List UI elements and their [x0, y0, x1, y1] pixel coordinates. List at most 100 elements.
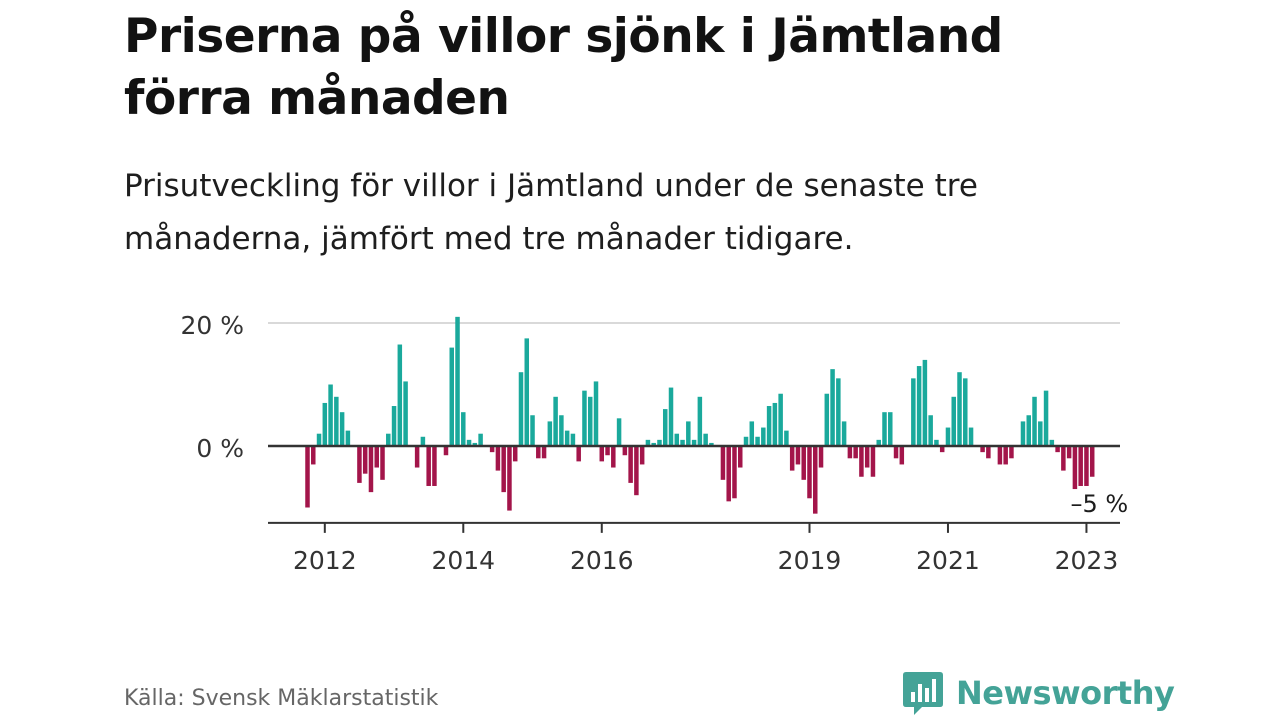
x-tick-label: 2014	[431, 546, 495, 575]
bar	[524, 338, 530, 447]
y-tick-label: 20 %	[180, 311, 244, 340]
end-value-label: –5 %	[1071, 490, 1129, 518]
bar	[639, 446, 645, 465]
bar	[662, 409, 668, 446]
bar	[957, 372, 962, 446]
bar	[495, 446, 501, 471]
x-tick-label: 2012	[293, 546, 357, 575]
bar	[657, 439, 662, 446]
bar	[853, 446, 858, 459]
source-note: Källa: Svensk Mäklarstatistik	[124, 686, 439, 711]
bar	[466, 439, 472, 446]
bar	[507, 446, 512, 511]
bar	[541, 446, 547, 459]
bar	[328, 384, 333, 446]
bar	[634, 446, 639, 496]
bar	[449, 347, 454, 446]
bar	[795, 446, 801, 465]
bar	[311, 446, 316, 465]
x-tick-label: 2021	[916, 546, 980, 575]
bar	[818, 446, 824, 468]
bar	[1072, 446, 1078, 490]
bar	[911, 378, 916, 446]
bar	[686, 421, 691, 446]
bar	[761, 427, 766, 446]
bar	[789, 446, 795, 471]
bar	[813, 446, 818, 514]
bar	[939, 446, 945, 453]
bar	[847, 446, 853, 459]
bar	[1066, 446, 1072, 459]
bar	[888, 412, 893, 447]
bar	[1061, 446, 1066, 471]
bar	[536, 446, 541, 459]
bar	[697, 396, 703, 446]
bar	[305, 446, 310, 508]
bar	[732, 446, 737, 499]
bar	[374, 446, 379, 468]
x-tick-label: 2016	[570, 546, 634, 575]
bar	[674, 433, 680, 446]
bar	[1003, 446, 1008, 465]
bar	[893, 446, 899, 459]
bar	[443, 446, 449, 456]
x-tick-label: 2019	[778, 546, 842, 575]
bar	[357, 446, 362, 483]
bar	[668, 387, 674, 446]
bar	[1084, 446, 1089, 486]
newsworthy-logo-icon	[903, 672, 943, 715]
bar	[380, 446, 385, 480]
bar	[824, 393, 830, 447]
bar	[334, 396, 339, 446]
bar	[772, 402, 778, 446]
bar	[420, 436, 426, 446]
bar	[403, 381, 408, 447]
bar	[1089, 446, 1095, 477]
bar	[691, 439, 697, 446]
bar	[899, 446, 905, 465]
bar	[1026, 415, 1031, 446]
bar	[916, 366, 922, 446]
bar	[628, 446, 633, 483]
bar	[570, 433, 576, 446]
bar	[518, 372, 524, 446]
bars-layer	[305, 316, 1095, 514]
bar	[1043, 390, 1049, 446]
bar	[778, 393, 783, 447]
bar	[611, 446, 616, 468]
bar	[801, 446, 806, 480]
bar	[397, 344, 403, 446]
bar	[1049, 439, 1055, 446]
bar	[968, 427, 974, 446]
bar	[461, 412, 466, 447]
bar	[478, 433, 483, 446]
bar	[928, 415, 933, 446]
bar	[830, 369, 835, 447]
bar	[316, 433, 322, 446]
chart-title: Priserna på villor sjönk i Jämtland förr…	[124, 9, 1003, 126]
label-layer: 0 % 20 % 2012 2014 2016 2019 2021 2023 –5 %	[180, 311, 1128, 575]
bar	[472, 442, 478, 447]
bar	[841, 421, 847, 446]
bar	[386, 433, 391, 446]
brand-name: Newsworthy	[956, 674, 1175, 712]
bar	[576, 446, 581, 462]
chart-subtitle: Prisutveckling för villor i Jämtland und…	[124, 168, 978, 257]
bar	[726, 446, 731, 502]
bar	[720, 446, 726, 480]
bar	[593, 381, 599, 447]
bar	[859, 446, 864, 477]
bar	[501, 446, 506, 493]
bar	[455, 316, 460, 446]
x-tick-label: 2023	[1055, 546, 1119, 575]
bar	[599, 446, 605, 462]
bar	[680, 439, 685, 446]
bar	[582, 390, 587, 446]
bar	[414, 446, 420, 468]
bar	[553, 396, 558, 446]
bar	[489, 446, 495, 453]
bar	[784, 430, 789, 447]
bar	[547, 421, 553, 446]
bar	[882, 412, 887, 447]
bar	[622, 446, 628, 456]
